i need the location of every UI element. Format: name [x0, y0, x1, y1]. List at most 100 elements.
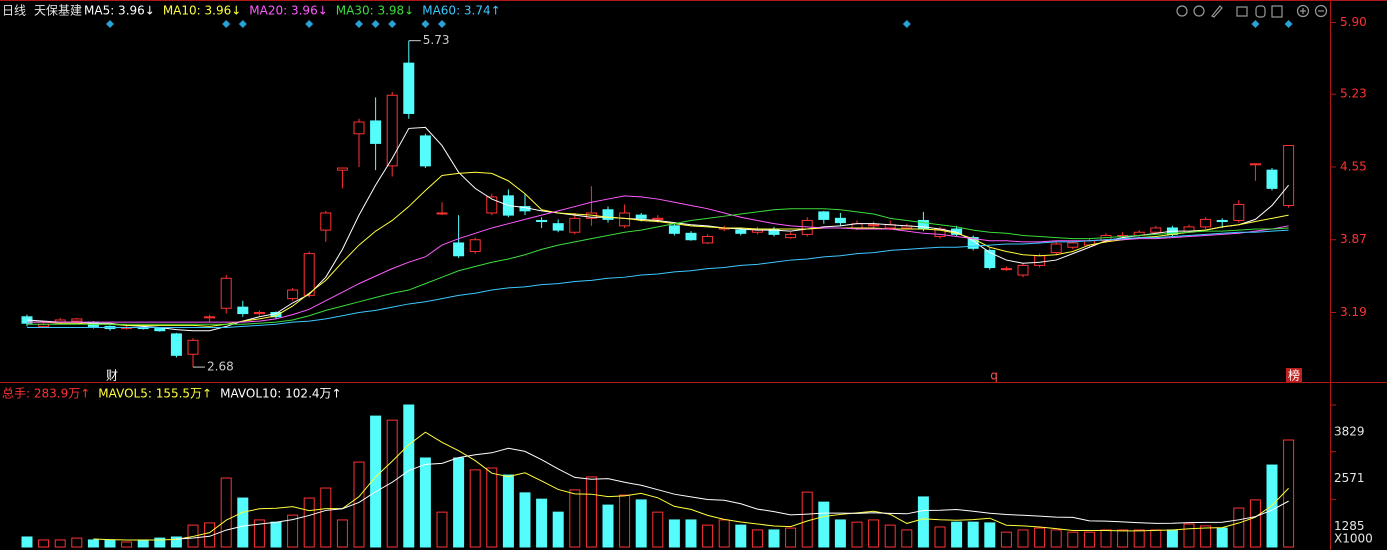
candle-body	[967, 237, 979, 249]
volume-title: 总手: 283.9万↑	[2, 387, 90, 401]
y-tick-label: 5.23	[1340, 87, 1367, 101]
volume-bar	[353, 461, 365, 548]
zoom-in-icon[interactable]	[1296, 4, 1310, 18]
candle-body	[386, 94, 398, 167]
extreme-label: 2.68	[207, 360, 234, 374]
view-icon[interactable]	[1193, 5, 1205, 17]
candle-body	[154, 328, 166, 332]
volume-bar	[1083, 531, 1095, 548]
candle-body	[1034, 255, 1046, 266]
candle-body	[635, 214, 647, 219]
candle-body	[403, 62, 415, 114]
event-marker	[902, 20, 911, 28]
candle-body	[1017, 264, 1029, 276]
y-tick-label: 3829	[1334, 425, 1365, 439]
candle-body	[1283, 145, 1295, 206]
candle-body	[187, 339, 199, 355]
volume-bar	[1133, 529, 1145, 548]
volume-bar	[1249, 499, 1261, 548]
copy-icon[interactable]	[1271, 5, 1283, 18]
volume-bar	[287, 514, 299, 548]
volume-bar	[1117, 529, 1129, 548]
mavol-line	[93, 431, 1289, 541]
volume-bar	[751, 529, 763, 548]
volume-bar	[71, 537, 83, 548]
legend-entry: MAVOL10: 102.4万↑	[220, 387, 341, 401]
legend-entry: MA10: 3.96↓	[163, 4, 241, 18]
volume-bar	[370, 415, 382, 548]
volume-bar	[1216, 527, 1228, 548]
volume-bar	[121, 541, 133, 548]
volume-bar	[21, 536, 33, 548]
ma-line	[26, 126, 1289, 332]
volume-bar	[619, 494, 631, 548]
candle-body	[71, 318, 83, 322]
candle-body	[1249, 163, 1261, 166]
period-label: 日线	[2, 4, 26, 18]
event-label: 榜	[1288, 368, 1300, 383]
volume-bar	[320, 487, 332, 548]
y-tick-label: 2571	[1334, 471, 1365, 485]
volume-bar	[967, 521, 979, 548]
candle-body	[353, 121, 365, 135]
y-tick-label: 3.87	[1340, 232, 1367, 246]
legend-entry: MA60: 3.74↑	[422, 4, 500, 18]
volume-bar	[585, 476, 597, 548]
volume-bar	[1050, 529, 1062, 548]
volume-bar	[834, 519, 846, 548]
hand-icon[interactable]	[1255, 5, 1266, 18]
candle-body	[785, 233, 797, 239]
candle-body	[1050, 243, 1062, 254]
volume-bar	[602, 504, 614, 548]
volume-bar	[170, 536, 182, 548]
volume-bar	[502, 474, 514, 548]
candle-body	[320, 212, 332, 231]
ma-line	[27, 229, 1289, 328]
volume-bar	[469, 469, 481, 548]
volume-bar	[1100, 529, 1112, 548]
event-marker	[238, 20, 247, 28]
volume-bar	[1034, 527, 1046, 548]
zoom-out-icon[interactable]	[1314, 4, 1328, 18]
volume-bar	[901, 529, 913, 548]
volume-bar	[1000, 531, 1012, 548]
candle-body	[1216, 219, 1228, 223]
volume-bar	[951, 521, 963, 548]
candle-body	[253, 312, 265, 315]
settings-icon[interactable]	[1176, 5, 1188, 17]
legend-entry: MA30: 3.98↓	[336, 4, 414, 18]
extreme-label: 5.73	[423, 33, 450, 47]
draw-icon[interactable]	[1211, 5, 1223, 18]
candle-body	[486, 196, 498, 214]
candle-body	[419, 135, 431, 167]
volume-bar	[851, 521, 863, 548]
box-icon[interactable]	[1236, 6, 1248, 17]
candle-body	[220, 277, 232, 309]
volume-bar	[1067, 531, 1079, 548]
volume-bar	[436, 511, 448, 548]
volume-bar	[1200, 525, 1212, 548]
volume-bar	[718, 519, 730, 548]
event-marker	[1284, 20, 1293, 28]
candle-body	[1150, 227, 1162, 233]
candle-body	[984, 249, 996, 269]
candle-body	[602, 209, 614, 220]
candle-body	[569, 217, 581, 233]
event-marker	[106, 20, 114, 28]
candle-body	[1200, 218, 1212, 228]
volume-bar	[652, 511, 664, 548]
volume-bar	[785, 527, 797, 548]
candle-body	[237, 306, 249, 315]
event-marker	[371, 20, 380, 28]
volume-bar	[552, 511, 564, 548]
volume-bar	[38, 539, 50, 548]
event-marker	[355, 20, 363, 28]
volume-bar	[984, 522, 996, 548]
ma-line	[27, 195, 1289, 323]
volume-bar	[635, 499, 647, 548]
volume-bar	[486, 467, 498, 548]
volume-bar	[668, 519, 680, 548]
volume-bar	[1283, 439, 1295, 548]
